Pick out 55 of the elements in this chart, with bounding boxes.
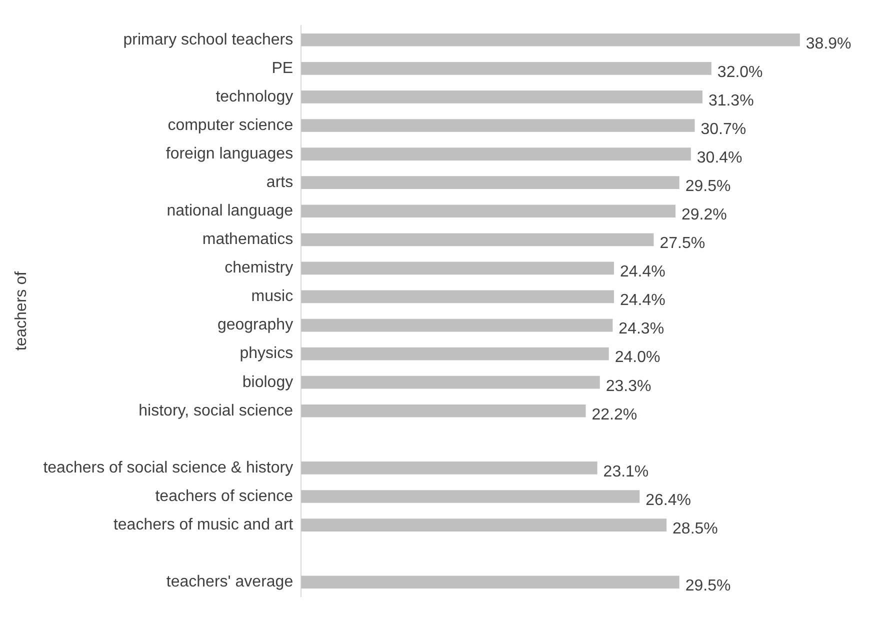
y-tick-label: geography — [217, 316, 294, 334]
data-label: 28.5% — [672, 520, 718, 538]
y-tick-label: teachers of music and art — [113, 516, 294, 534]
y-tick-label: technology — [216, 88, 294, 106]
data-label: 29.5% — [685, 178, 731, 195]
data-label: 31.3% — [708, 92, 754, 110]
data-label: 24.4% — [620, 292, 666, 310]
y-tick-label: teachers of social science & history — [43, 459, 294, 476]
bar — [301, 33, 800, 46]
y-tick-label: biology — [242, 374, 294, 391]
data-label: 24.4% — [620, 264, 666, 281]
data-label: 24.3% — [618, 320, 664, 338]
bar — [301, 176, 680, 189]
bar — [301, 404, 586, 418]
y-tick-label: computer science — [168, 116, 294, 134]
y-tick-label: physics — [240, 345, 294, 362]
y-axis-title: teachers of — [13, 270, 30, 351]
data-label: 23.1% — [603, 463, 649, 480]
y-tick-label: music — [251, 288, 294, 306]
bar — [301, 90, 702, 104]
data-label: 30.7% — [700, 120, 746, 138]
y-tick-label: chemistry — [224, 260, 294, 277]
y-tick-label: mathematics — [202, 231, 294, 248]
y-tick-label: teachers' average — [166, 574, 294, 591]
bar — [301, 62, 712, 75]
y-tick-label: PE — [272, 60, 294, 77]
y-tick-label: arts — [266, 174, 294, 191]
bar — [301, 262, 614, 275]
bar — [301, 376, 600, 389]
bar — [301, 462, 598, 474]
bar — [301, 290, 614, 304]
data-label: 30.4% — [696, 149, 742, 166]
bar — [301, 518, 667, 532]
data-label: 23.3% — [606, 378, 652, 395]
bar — [301, 490, 640, 503]
y-tick-label: teachers of science — [155, 488, 294, 505]
y-tick-label: history, social science — [138, 402, 294, 420]
y-tick-label: foreign languages — [166, 145, 294, 162]
data-label: 27.5% — [660, 235, 706, 252]
bar — [301, 148, 691, 160]
bar — [301, 233, 654, 246]
bar — [301, 318, 613, 332]
y-tick-label: primary school teachers — [123, 31, 294, 48]
data-label: 22.2% — [592, 406, 638, 424]
data-label: 38.9% — [806, 35, 852, 52]
bar — [301, 347, 609, 360]
data-label: 26.4% — [646, 492, 691, 509]
y-tick-label: national language — [166, 202, 294, 220]
bar — [301, 119, 695, 132]
data-label: 32.0% — [717, 64, 763, 81]
bar — [301, 576, 680, 589]
bar — [301, 204, 676, 218]
data-label: 24.0% — [614, 349, 660, 366]
data-label: 29.2% — [682, 206, 727, 224]
data-label: 29.5% — [685, 578, 731, 595]
